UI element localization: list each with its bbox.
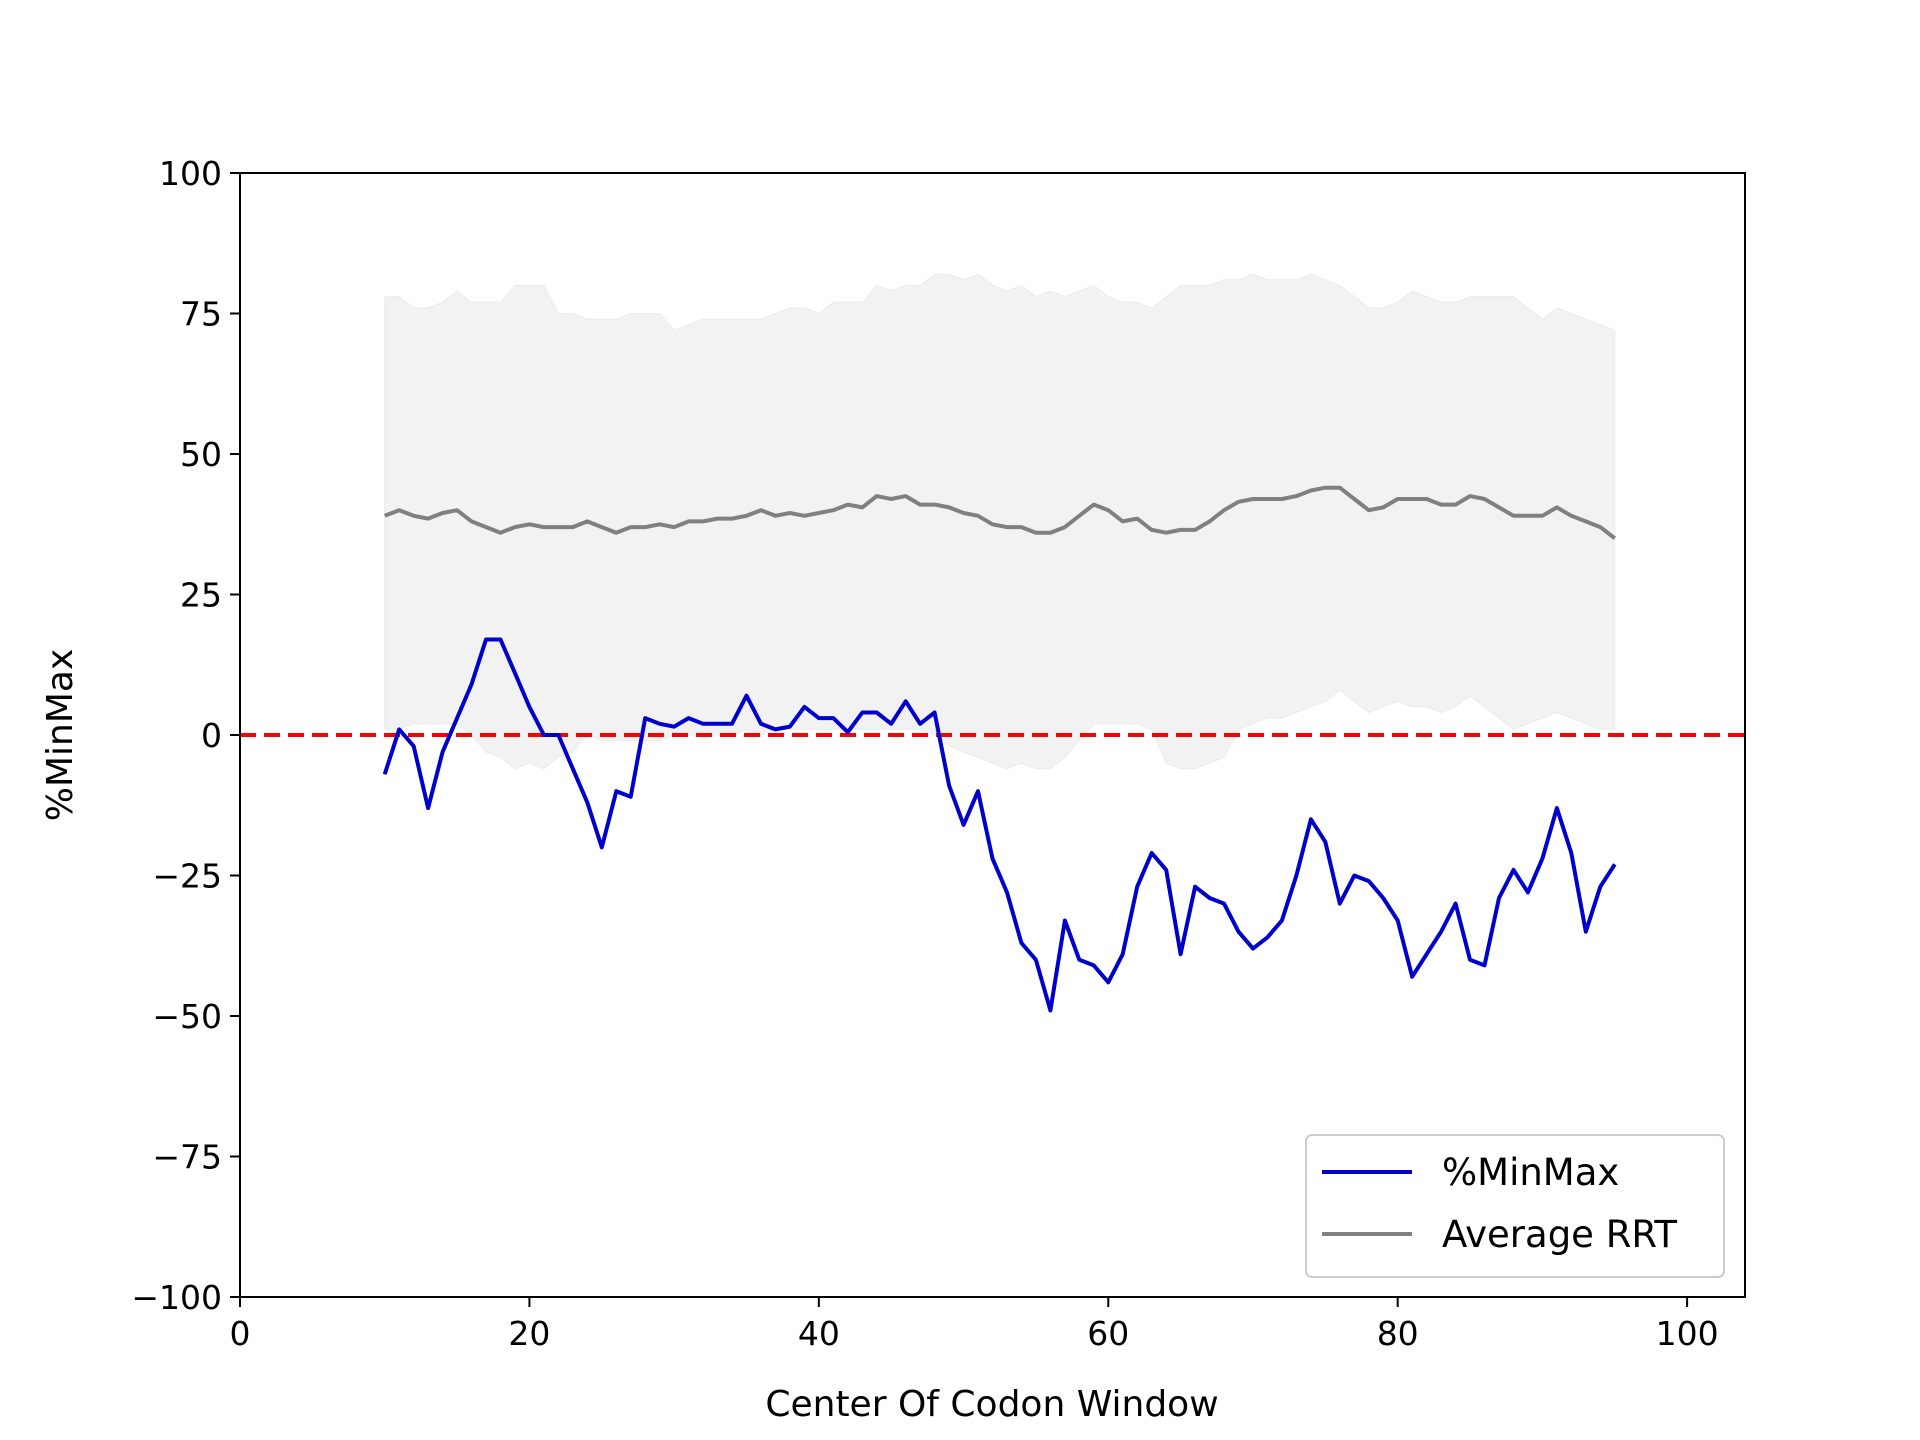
y-tick-label: 25 [180, 576, 222, 615]
minmax-series-line [382, 637, 1617, 1013]
x-tick-label: 0 [230, 1314, 251, 1353]
average-rrt-series-line [383, 485, 1617, 540]
x-tick-label: 20 [508, 1314, 550, 1353]
y-tick-label: −100 [131, 1278, 222, 1317]
y-tick-label: 0 [201, 716, 222, 755]
y-tick-label: 75 [180, 295, 222, 334]
y-tick-label: −25 [152, 857, 222, 896]
y-tick-label: 100 [159, 154, 222, 193]
x-axis-label: Center Of Codon Window [765, 1384, 1218, 1425]
x-tick-label: 40 [798, 1314, 840, 1353]
y-tick-label: −75 [152, 1138, 222, 1177]
legend-label-average-rrt: Average RRT [1442, 1213, 1677, 1256]
rrt-range-band [384, 273, 1616, 770]
y-axis-label: %MinMax [40, 649, 81, 822]
x-tick-label: 60 [1087, 1314, 1129, 1353]
x-tick-label: 100 [1656, 1314, 1719, 1353]
y-tick-label: 50 [180, 435, 222, 474]
y-tick-label: −50 [152, 997, 222, 1036]
legend-label-minmax: %MinMax [1442, 1151, 1619, 1194]
legend: %MinMax Average RRT [1305, 1134, 1725, 1278]
x-tick-label: 80 [1377, 1314, 1419, 1353]
axis-ticks: 0 20 40 60 80 100 100 75 50 25 0 −25 −50 −75 −100 [131, 154, 1718, 1353]
plot-area [240, 273, 1745, 1013]
